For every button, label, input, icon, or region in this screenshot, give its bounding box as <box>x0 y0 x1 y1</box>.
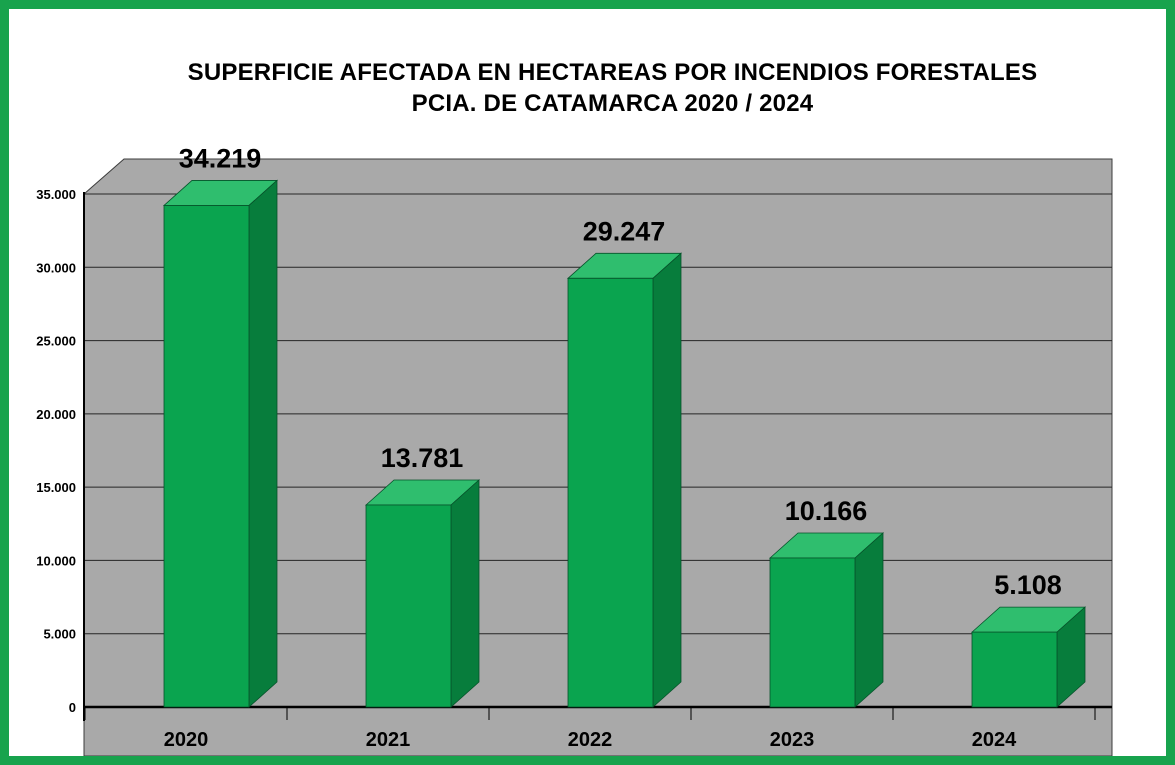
bars <box>162 179 1087 708</box>
bar-side-face <box>652 252 682 708</box>
y-tick-label-30000: 30.000 <box>36 260 76 275</box>
chart-title-line1: SUPERFICIE AFECTADA EN HECTAREAS POR INC… <box>187 59 1038 86</box>
bar-side-face <box>854 532 884 708</box>
bar-2024 <box>970 606 1087 708</box>
bar-2021 <box>364 479 481 708</box>
value-label-2021: 13.781 <box>381 443 464 473</box>
category-label-2023: 2023 <box>770 729 815 751</box>
bar-front-face <box>365 504 452 708</box>
bar-front-face <box>567 277 654 708</box>
bar-side-face <box>248 179 278 708</box>
y-tick-label-20000: 20.000 <box>36 407 76 422</box>
y-tick-label-35000: 35.000 <box>36 187 76 202</box>
category-label-2021: 2021 <box>366 729 411 751</box>
bar-2020 <box>162 179 279 708</box>
bar-chart-3d: 35.000 30.000 25.000 20.000 15.000 10.00… <box>36 143 1113 756</box>
chart-title: SUPERFICIE AFECTADA EN HECTAREAS POR INC… <box>64 57 1161 119</box>
category-label-2022: 2022 <box>568 729 613 751</box>
category-labels: 2020 2021 2022 2023 2024 <box>164 729 1017 751</box>
bar-front-face <box>971 631 1058 708</box>
value-label-2023: 10.166 <box>785 496 868 526</box>
bar-2023 <box>768 532 885 708</box>
bar-2022 <box>566 252 683 708</box>
bar-value-labels: 34.219 13.781 29.247 10.166 5.108 <box>179 143 1062 600</box>
y-tick-label-5000: 5.000 <box>43 627 76 642</box>
y-tick-label-0: 0 <box>69 700 76 715</box>
bar-front-face <box>163 205 250 708</box>
value-label-2022: 29.247 <box>583 216 666 246</box>
y-tick-label-10000: 10.000 <box>36 553 76 568</box>
bar-front-face <box>769 557 856 708</box>
category-tick-marks <box>84 707 1096 720</box>
y-tick-label-25000: 25.000 <box>36 334 76 349</box>
bar-side-face <box>450 479 480 708</box>
category-label-2020: 2020 <box>164 729 209 751</box>
y-tick-label-15000: 15.000 <box>36 480 76 495</box>
y-axis-labels: 35.000 30.000 25.000 20.000 15.000 10.00… <box>36 187 76 715</box>
value-label-2024: 5.108 <box>994 570 1062 600</box>
value-label-2020: 34.219 <box>179 143 262 173</box>
category-label-2024: 2024 <box>972 729 1017 751</box>
chart-title-line2: PCIA. DE CATAMARCA 2020 / 2024 <box>411 90 814 117</box>
